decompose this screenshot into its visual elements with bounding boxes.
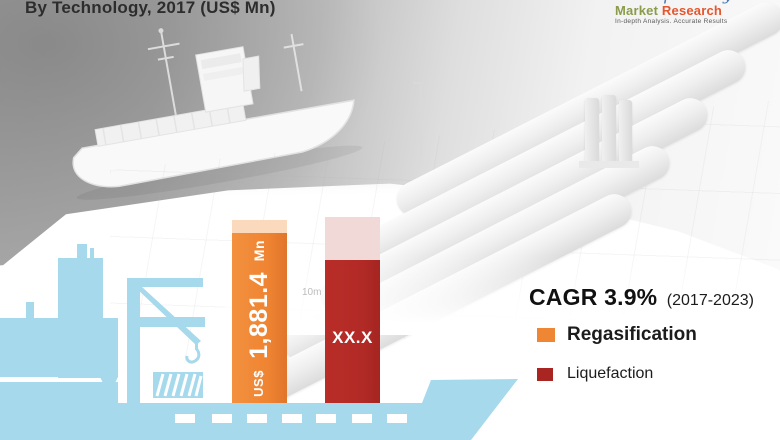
cagr-value: CAGR 3.9% — [529, 284, 658, 310]
process-tower-render — [602, 95, 616, 163]
logo-script-partial: Transparency — [614, 0, 733, 5]
light-pole-render — [420, 82, 422, 158]
lng-tank-field — [225, 0, 780, 414]
dock-ship-hull — [0, 379, 518, 440]
bar-liquefaction-value-label: XX.X — [332, 328, 373, 347]
legend-item-regasification: Regasification — [537, 324, 697, 346]
currency-label: US$ — [251, 369, 266, 397]
scale-label: 10m — [302, 287, 322, 298]
bar-regasification-value-label: US$ 1,881.4 Mn — [245, 239, 273, 397]
process-tower-base — [579, 161, 639, 168]
legend-item-liquefaction: Liquefaction — [537, 365, 653, 383]
bar-regasification: US$ 1,881.4 Mn — [232, 220, 287, 403]
light-pole-crossbar — [413, 82, 429, 84]
cargo-container — [153, 372, 203, 398]
bar-liquefaction: XX.X — [325, 217, 380, 403]
port-illustration — [0, 244, 518, 440]
cagr-period: (2017-2023) — [666, 292, 754, 309]
cagr-callout: CAGR 3.9% (2017-2023) — [529, 284, 754, 311]
bar-regasification-body: US$ 1,881.4 Mn — [232, 233, 287, 403]
unit-label: Mn — [251, 239, 267, 261]
logo-word-research: Research — [661, 3, 723, 18]
process-tower-render — [619, 100, 632, 162]
cargo-ship-render — [38, 0, 396, 223]
logo-wordmark: Market Research — [615, 3, 722, 18]
hull-windows — [175, 414, 407, 423]
bar-liquefaction-cap — [325, 217, 380, 260]
legend-label-liquefaction: Liquefaction — [567, 365, 654, 382]
brand-logo: Transparency Market Research In-depth An… — [600, 0, 770, 30]
process-tower-render — [585, 98, 599, 162]
logo-word-market: Market — [615, 3, 659, 18]
bar-liquefaction-body: XX.X — [325, 260, 380, 403]
page-title: By Technology, 2017 (US$ Mn) — [25, 0, 276, 17]
legend-swatch-liquefaction — [537, 367, 553, 381]
bar-regasification-cap — [232, 220, 287, 233]
harbor-crane — [127, 278, 205, 403]
value-label: 1,881.4 — [245, 271, 273, 359]
legend-label-regasification: Regasification — [567, 324, 697, 345]
warehouse-building — [0, 318, 118, 377]
legend-swatch-regasification — [537, 328, 555, 342]
logo-tagline: In-depth Analysis. Accurate Results — [615, 18, 728, 25]
